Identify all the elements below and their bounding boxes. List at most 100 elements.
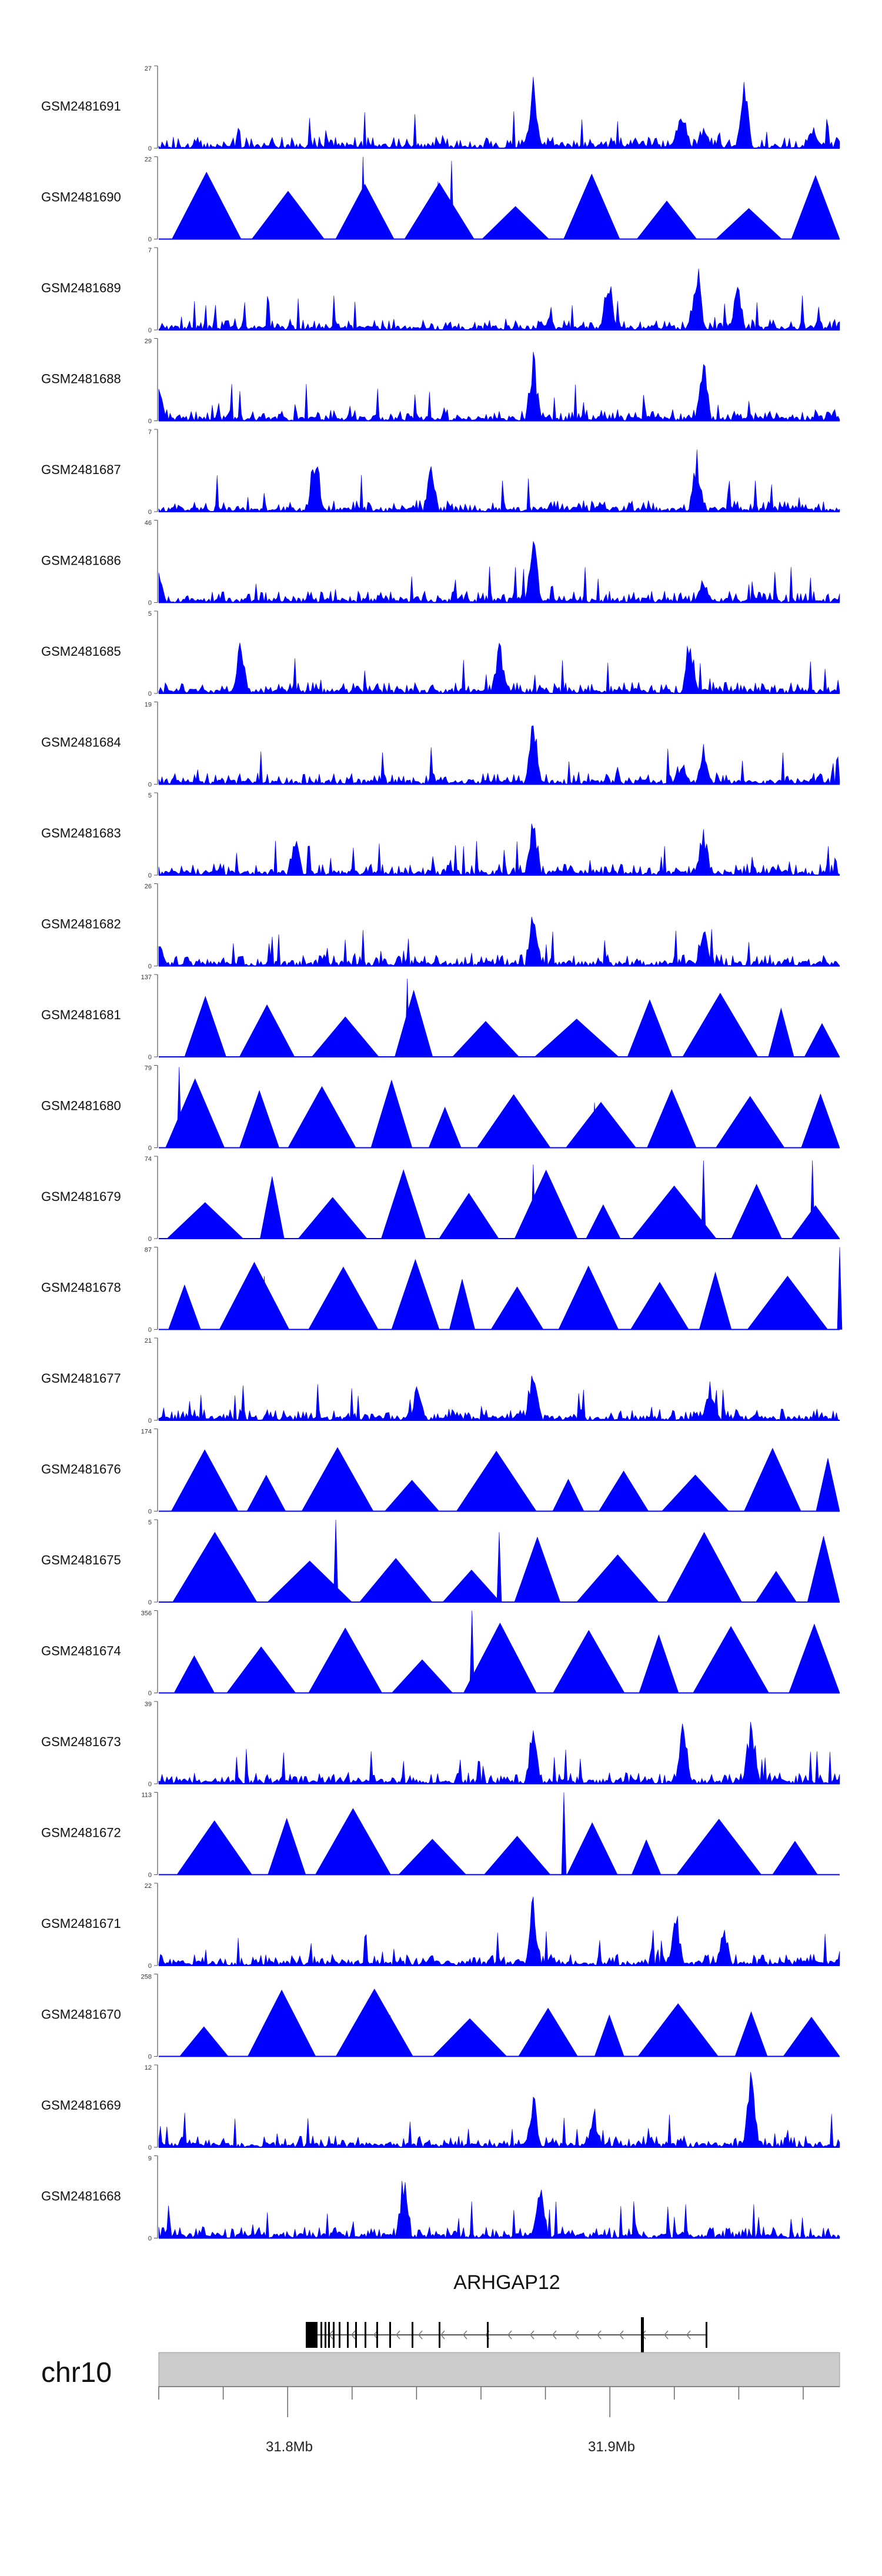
track-scale-min: 0 [148,1145,152,1152]
track-scale-min: 0 [148,1054,152,1061]
track-signal [159,1988,840,2057]
gene-strand-arrow [597,2330,602,2340]
track-scale-max: 22 [145,156,152,163]
track-signal [158,76,840,149]
chromosome-label: chr10 [41,2357,112,2388]
track-scale-max: 7 [148,429,152,436]
track-scale-max: 258 [141,1974,152,1981]
track-scale-min: 0 [148,236,152,243]
gene-exon [333,2322,335,2348]
track-scale-max: 137 [141,974,152,981]
data-tracks: GSM2481691270GSM2481690220GSM248168970GS… [41,65,843,2243]
track-scale-max: 174 [141,1429,152,1436]
gene-exon [439,2322,440,2348]
track-label: GSM2481674 [41,1644,121,1659]
gene-exon [328,2322,330,2348]
track-signal [159,156,840,239]
track-label: GSM2481680 [41,1099,121,1113]
track-GSM2481689: GSM2481689 7 0 [41,247,840,334]
track-scale-max: 5 [148,1519,152,1526]
track-signal [159,1247,843,1330]
track-scale-min: 0 [148,1327,152,1334]
track-label: GSM2481679 [41,1189,121,1204]
gene-exon [320,2322,322,2348]
gene-exon [487,2322,489,2348]
gene-exon [706,2322,707,2348]
track-label: GSM2481676 [41,1462,121,1477]
track-signal [158,725,840,785]
track-GSM2481680: GSM2481680 79 0 [41,1065,840,1152]
gene-strand-arrow [552,2330,557,2340]
track-scale-min: 0 [148,1872,152,1879]
track-GSM2481672: GSM2481672 113 0 [41,1792,840,1879]
track-GSM2481691: GSM2481691 27 0 [41,65,840,152]
gene-exon [389,2322,391,2348]
gene-exon [325,2322,326,2348]
track-signal [158,268,840,331]
gene-strand-arrow [396,2330,400,2340]
track-label: GSM2481671 [41,1916,121,1931]
gene-exon [641,2317,644,2353]
track-label: GSM2481672 [41,1826,121,1840]
track-scale-max: 7 [148,247,152,254]
track-label: GSM2481691 [41,99,121,114]
track-signal [158,1375,840,1422]
track-scale-max: 21 [145,1337,152,1344]
track-signal [158,352,840,422]
gene-label: ARHGAP12 [453,2271,560,2294]
track-GSM2481679: GSM2481679 74 0 [41,1156,840,1243]
track-scale-min: 0 [148,1781,152,1788]
gene-exon [376,2322,378,2348]
track-label: GSM2481686 [41,553,121,568]
track-GSM2481681: GSM2481681 137 0 [41,974,840,1061]
track-signal [158,2071,840,2148]
track-label: GSM2481684 [41,735,121,750]
track-label: GSM2481673 [41,1734,121,1749]
track-label: GSM2481689 [41,281,121,295]
track-GSM2481669: GSM2481669 12 0 [41,2064,840,2151]
gene-strand-arrow [351,2330,356,2340]
track-signal [159,978,840,1057]
gene-exon [306,2322,318,2348]
track-signal [159,1067,840,1148]
chromosome-axis: chr10 31.8Mb 31.9Mb [41,2352,840,2455]
track-scale-min: 0 [148,782,152,789]
track-GSM2481690: GSM2481690 22 0 [41,156,840,243]
track-label: GSM2481690 [41,190,121,205]
track-scale-max: 5 [148,792,152,799]
track-scale-min: 0 [148,1236,152,1243]
track-GSM2481686: GSM2481686 46 0 [41,520,840,607]
track-GSM2481685: GSM2481685 5 0 [41,610,840,698]
track-signal [159,1610,840,1693]
tick-label-31-8mb: 31.8Mb [266,2439,313,2455]
track-GSM2481677: GSM2481677 21 0 [41,1337,840,1424]
track-GSM2481684: GSM2481684 19 0 [41,702,840,789]
track-scale-max: 39 [145,1701,152,1708]
track-scale-max: 27 [145,65,152,72]
tick-label-31-9mb: 31.9Mb [588,2439,635,2455]
track-GSM2481675: GSM2481675 5 0 [41,1519,840,1606]
track-GSM2481674: GSM2481674 356 0 [41,1610,840,1697]
track-scale-min: 0 [148,1599,152,1606]
track-label: GSM2481670 [41,2007,121,2022]
chromosome-axis-bar [158,2352,840,2387]
track-scale-max: 46 [145,520,152,527]
track-GSM2481673: GSM2481673 39 0 [41,1701,840,1788]
track-scale-min: 0 [148,2144,152,2151]
gene-strand-arrow [440,2330,445,2340]
track-scale-max: 12 [145,2064,152,2071]
track-signal [158,2181,840,2239]
axis-ticks [158,2387,804,2417]
track-GSM2481678: GSM2481678 87 0 [41,1247,843,1334]
gene-exon [347,2322,349,2348]
track-signal [159,1519,840,1603]
track-scale-max: 113 [141,1792,152,1799]
gene-strand-arrow [574,2330,579,2340]
track-label: GSM2481685 [41,644,121,659]
track-scale-max: 26 [145,883,152,890]
track-signal [158,823,840,876]
track-signal [159,1447,840,1511]
track-label: GSM2481682 [41,917,121,932]
track-GSM2481670: GSM2481670 258 0 [41,1974,840,2061]
